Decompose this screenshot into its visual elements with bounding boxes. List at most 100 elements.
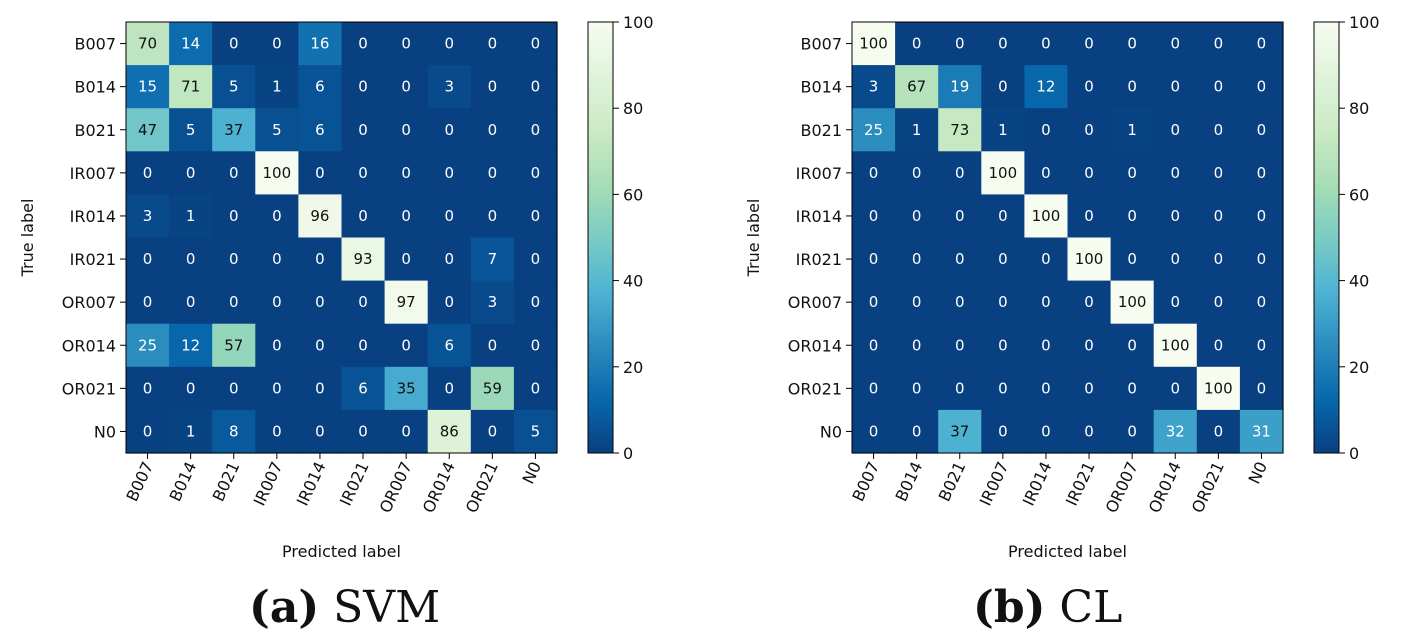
svm-cell-8-3 bbox=[255, 366, 299, 411]
svm-xtick-label-5: IR021 bbox=[336, 459, 373, 509]
cl-cell-label-2-9: 0 bbox=[1257, 121, 1267, 139]
cl-cell-label-1-2: 19 bbox=[950, 78, 969, 96]
cl-cell-3-1 bbox=[895, 151, 939, 195]
svm-cell-0-5 bbox=[341, 22, 386, 66]
cl-colorbar-tick-label-5: 100 bbox=[1349, 13, 1380, 32]
cl-cell-9-1 bbox=[895, 409, 939, 454]
svm-cell-label-5-1: 0 bbox=[186, 250, 196, 268]
svm-cell-label-3-9: 0 bbox=[531, 164, 541, 182]
svm-cell-3-9 bbox=[513, 151, 558, 195]
cl-cell-6-2 bbox=[938, 280, 982, 325]
cl-cell-3-5 bbox=[1067, 151, 1112, 195]
svm-cell-label-2-5: 0 bbox=[358, 121, 368, 139]
cl-cell-label-0-3: 0 bbox=[998, 35, 1008, 53]
svm-cell-4-7 bbox=[427, 194, 472, 239]
svm-cell-2-6 bbox=[384, 108, 429, 152]
cl-cell-label-8-8: 100 bbox=[1204, 379, 1233, 397]
svm-cell-label-3-2: 0 bbox=[229, 164, 239, 182]
svm-colorbar-tick-label-4: 80 bbox=[623, 99, 643, 118]
cl-cell-2-0 bbox=[852, 108, 896, 152]
cl-cell-4-5 bbox=[1067, 194, 1112, 239]
cl-cell-label-7-8: 0 bbox=[1214, 336, 1224, 354]
svm-cell-label-8-9: 0 bbox=[531, 379, 541, 397]
svm-cell-label-1-9: 0 bbox=[531, 78, 541, 96]
cl-cell-label-8-2: 0 bbox=[955, 379, 965, 397]
svm-cell-1-7 bbox=[427, 65, 472, 109]
svm-cell-3-5 bbox=[341, 151, 386, 195]
cl-xtick-label-0: B007 bbox=[848, 459, 883, 505]
cl-cell-6-7 bbox=[1153, 280, 1198, 325]
svm-xtick-label-7: OR014 bbox=[419, 459, 459, 516]
cl-cell-label-3-8: 0 bbox=[1214, 164, 1224, 182]
cl-cell-9-2 bbox=[938, 409, 982, 454]
svm-xtick-label-0: B007 bbox=[122, 459, 157, 505]
cl-cell-label-0-6: 0 bbox=[1127, 35, 1137, 53]
svm-cell-6-3 bbox=[255, 280, 299, 325]
cl-cell-5-0 bbox=[852, 237, 896, 282]
svm-cell-label-7-3: 0 bbox=[272, 336, 282, 354]
svm-cell-9-1 bbox=[169, 409, 213, 454]
cl-cell-label-2-5: 0 bbox=[1084, 121, 1094, 139]
svm-cell-label-3-6: 0 bbox=[401, 164, 411, 182]
cl-cell-label-1-5: 0 bbox=[1084, 78, 1094, 96]
svm-cell-1-8 bbox=[470, 65, 515, 109]
confusion-matrix-cl: 100 0 0 0 0 0 0 0 0 03 67 19 0 12 0 0 0 0 025 1 73 1 0 0 1 0 0 00 0 0… bbox=[744, 13, 1380, 561]
cl-cell-8-8 bbox=[1196, 366, 1241, 411]
cl-cell-label-9-4: 0 bbox=[1041, 422, 1051, 440]
svm-cell-label-7-8: 0 bbox=[488, 336, 498, 354]
cl-cell-label-6-8: 0 bbox=[1214, 293, 1224, 311]
svm-cell-7-4 bbox=[298, 323, 343, 368]
cl-cell-label-3-3: 100 bbox=[989, 164, 1018, 182]
svm-cell-9-9 bbox=[513, 409, 558, 454]
svm-cell-9-4 bbox=[298, 409, 343, 454]
cl-cell-4-3 bbox=[981, 194, 1025, 239]
svm-cell-label-5-4: 0 bbox=[315, 250, 325, 268]
cl-cell-2-4 bbox=[1024, 108, 1069, 152]
cl-cell-7-5 bbox=[1067, 323, 1112, 368]
svm-cell-5-0 bbox=[126, 237, 170, 282]
svm-cell-1-4 bbox=[298, 65, 343, 109]
svm-cell-label-3-4: 0 bbox=[315, 164, 325, 182]
cl-cell-5-8 bbox=[1196, 237, 1241, 282]
svm-cell-5-7 bbox=[427, 237, 472, 282]
cl-cell-3-6 bbox=[1110, 151, 1155, 195]
cl-cell-1-0 bbox=[852, 65, 896, 109]
svm-cell-7-9 bbox=[513, 323, 558, 368]
cl-cell-label-5-6: 0 bbox=[1127, 250, 1137, 268]
svm-cell-6-8 bbox=[470, 280, 515, 325]
cl-cell-label-8-4: 0 bbox=[1041, 379, 1051, 397]
svm-cell-label-6-1: 0 bbox=[186, 293, 196, 311]
cl-cell-label-4-4: 100 bbox=[1032, 207, 1061, 225]
caption-cl: (b) CL bbox=[973, 578, 1122, 638]
svm-cell-label-1-8: 0 bbox=[488, 78, 498, 96]
cl-cell-2-1 bbox=[895, 108, 939, 152]
cl-cell-label-3-0: 0 bbox=[869, 164, 879, 182]
svm-cell-label-9-1: 1 bbox=[186, 422, 196, 440]
svm-ytick-label-3: IR007 bbox=[70, 164, 116, 183]
cl-cell-8-9 bbox=[1239, 366, 1284, 411]
cl-ytick-label-4: IR014 bbox=[796, 207, 842, 226]
cl-cell-label-9-3: 0 bbox=[998, 422, 1008, 440]
cl-cell-label-6-6: 100 bbox=[1118, 293, 1147, 311]
cl-cell-5-9 bbox=[1239, 237, 1284, 282]
cl-cell-label-0-2: 0 bbox=[955, 35, 965, 53]
svm-cell-6-5 bbox=[341, 280, 386, 325]
cl-cell-0-6 bbox=[1110, 22, 1155, 66]
cl-cell-2-7 bbox=[1153, 108, 1198, 152]
cl-cell-label-0-0: 100 bbox=[859, 35, 888, 53]
cl-cell-label-8-7: 0 bbox=[1170, 379, 1180, 397]
svm-cell-4-8 bbox=[470, 194, 515, 239]
svm-cell-label-7-1: 12 bbox=[181, 336, 200, 354]
svm-cell-1-3 bbox=[255, 65, 299, 109]
cl-colorbar-tick-label-4: 80 bbox=[1349, 99, 1369, 118]
cl-cell-7-9 bbox=[1239, 323, 1284, 368]
cl-cell-label-2-1: 1 bbox=[912, 121, 922, 139]
svm-cell-label-5-0: 0 bbox=[143, 250, 153, 268]
svm-cell-8-7 bbox=[427, 366, 472, 411]
cl-cell-label-0-7: 0 bbox=[1170, 35, 1180, 53]
cl-cell-label-4-0: 0 bbox=[869, 207, 879, 225]
cl-cell-label-8-1: 0 bbox=[912, 379, 922, 397]
cl-cell-label-7-0: 0 bbox=[869, 336, 879, 354]
svm-cell-3-2 bbox=[212, 151, 256, 195]
cl-ytick-label-0: B007 bbox=[800, 35, 842, 54]
